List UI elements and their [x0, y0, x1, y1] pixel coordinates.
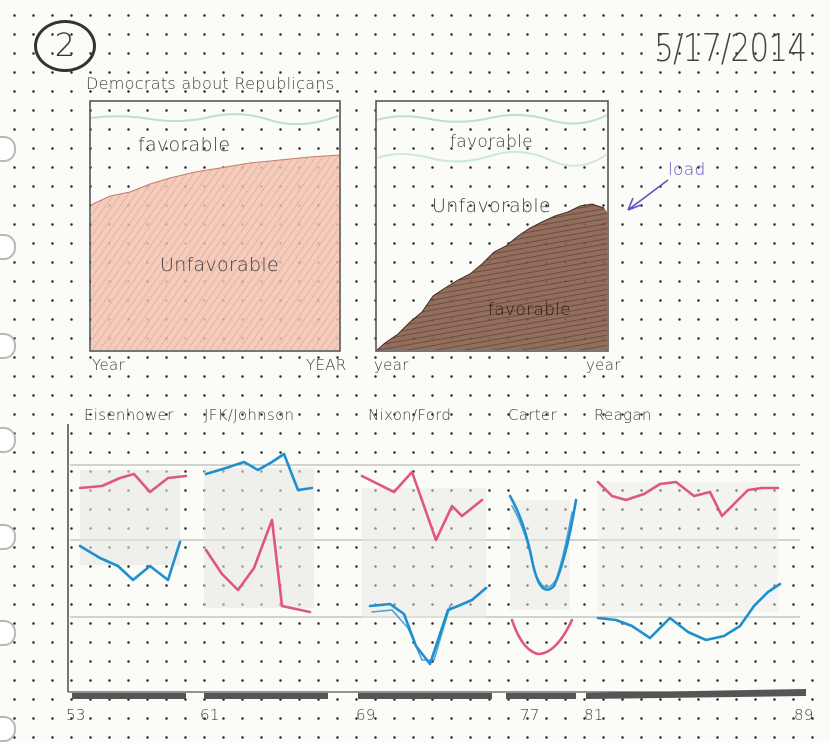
jfk-pink-line	[204, 518, 312, 614]
eisenhower-blue-line	[78, 540, 182, 582]
year-tick-61: 61	[200, 706, 220, 724]
left-panel-frame	[89, 100, 341, 352]
nixon-blue-line-2	[371, 605, 451, 661]
right-x-start-label: year	[374, 356, 409, 374]
carter-pink-line	[510, 618, 574, 656]
left-unfavorable-edge	[90, 154, 340, 206]
era-bar-carter	[506, 693, 576, 699]
president-jfk-johnson: JFK/Johnson	[204, 406, 295, 424]
nixon-pink-line	[360, 470, 484, 542]
year-tick-77: 77	[520, 706, 540, 724]
right-panel	[375, 100, 669, 352]
president-eisenhower: Eisenhower	[84, 406, 174, 424]
left-x-end-label: YEAR	[306, 356, 347, 374]
binder-hole	[0, 427, 16, 453]
right-panel-frame	[375, 100, 609, 352]
right-favorable-edge	[376, 203, 605, 351]
right-favorable-label: favorable	[450, 132, 533, 152]
carter-blue-line	[508, 494, 578, 591]
nixon-blue-line	[368, 586, 488, 666]
right-favorable-wave	[376, 150, 608, 167]
left-favorable-label: favorable	[138, 134, 231, 156]
reagan-pink-line	[596, 480, 780, 518]
left-favorable-top-band	[90, 113, 339, 126]
lower-chart	[67, 424, 806, 699]
left-panel	[89, 100, 341, 352]
binder-hole	[0, 136, 16, 162]
right-favorable-area	[377, 204, 607, 350]
president-carter: Carter	[508, 406, 557, 424]
eisenhower-pink-line	[78, 472, 188, 494]
right-favorable-top-band	[376, 114, 608, 125]
binder-hole	[0, 234, 16, 260]
right-x-end-label: year	[586, 356, 621, 374]
date: 5/17/2014	[654, 26, 807, 70]
right-unfavorable-label: Unfavorable	[432, 195, 551, 217]
reagan-blue-line	[596, 582, 782, 642]
era-bar-reagan	[586, 689, 806, 699]
year-tick-53: 53	[66, 706, 86, 724]
left-x-start-label: Year	[92, 356, 125, 374]
carter-blue-line-2	[511, 505, 573, 588]
sketch-title: Democrats about Republicans	[86, 74, 335, 93]
era-bar-jfk-johnson	[204, 693, 328, 699]
annotation-label: load	[668, 160, 706, 180]
left-unfavorable-area	[91, 155, 339, 350]
binder-hole	[0, 620, 16, 646]
president-reagan: Reagan	[594, 406, 652, 424]
era-bar-eisenhower	[72, 693, 186, 699]
year-tick-81: 81	[584, 706, 604, 724]
binder-hole	[0, 524, 16, 550]
annotation-arrow	[627, 179, 669, 211]
year-tick-69: 69	[356, 706, 376, 724]
page-number: 2	[34, 20, 96, 72]
year-tick-89: 89	[794, 706, 814, 724]
jfk-blue-line	[204, 452, 314, 492]
binder-hole	[0, 333, 16, 359]
right-favorable-bottom-label: favorable	[488, 300, 571, 320]
era-bar-nixon-ford	[358, 693, 492, 699]
left-unfavorable-label: Unfavorable	[160, 254, 279, 276]
president-nixon-ford: Nixon/Ford	[368, 406, 452, 424]
